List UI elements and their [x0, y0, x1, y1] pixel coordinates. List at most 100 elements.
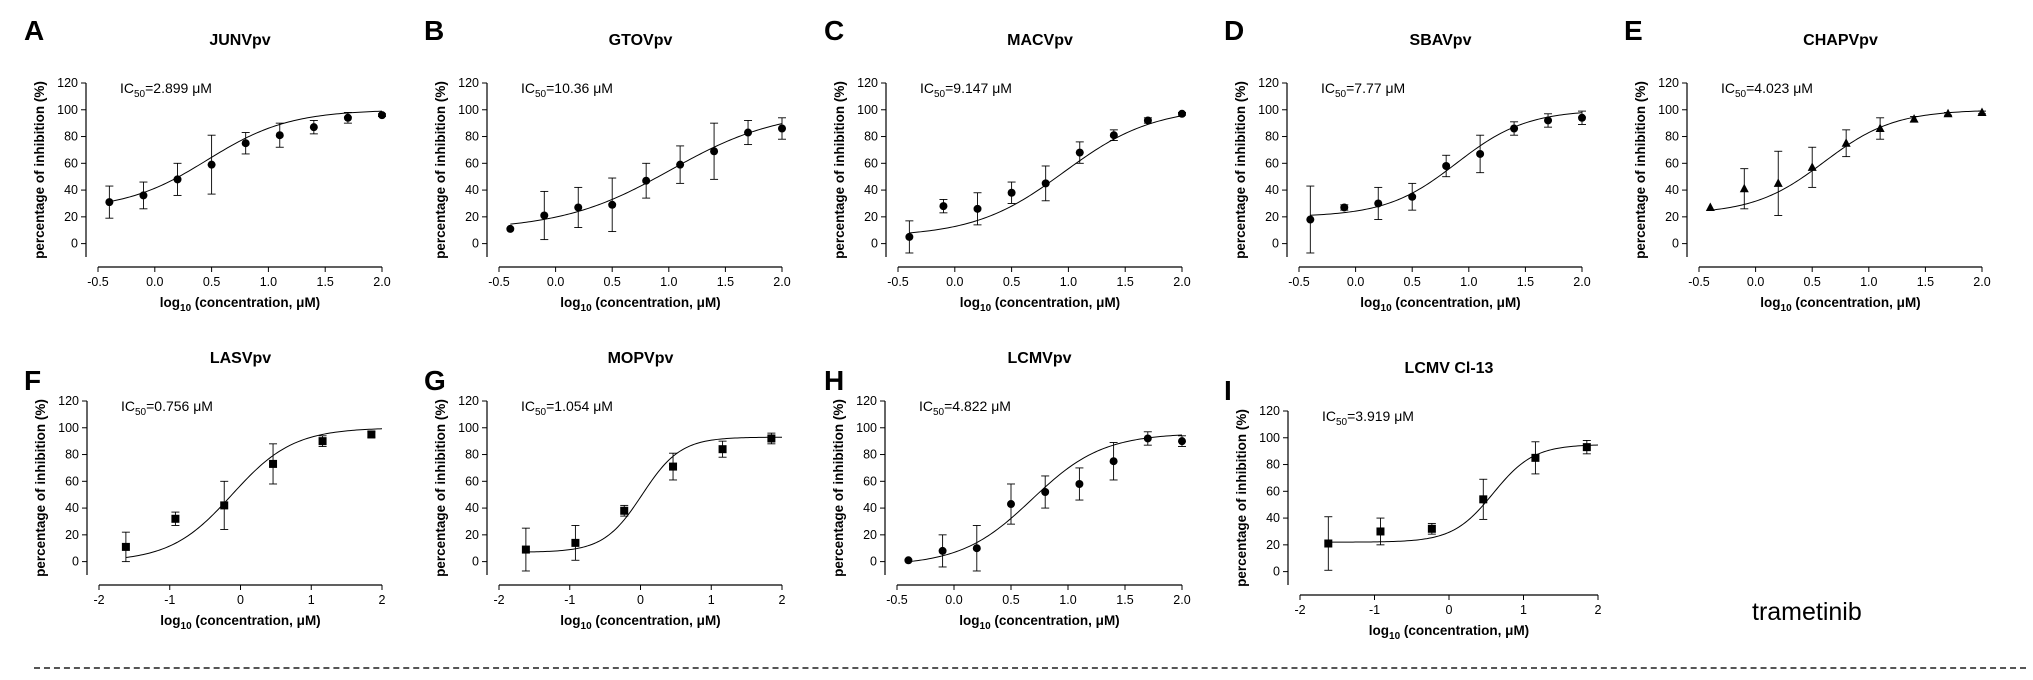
x-tick-label: 0.0 [946, 275, 963, 289]
data-point [241, 139, 250, 148]
x-tick-label: 0.5 [1804, 275, 1821, 289]
y-tick-label: 100 [856, 421, 877, 435]
x-tick-label: 0.0 [1747, 275, 1764, 289]
y-tick-label: 40 [1265, 183, 1279, 197]
x-tick-label: -2 [1294, 603, 1305, 617]
data-point [905, 232, 914, 241]
chart-panel-g: G MOPVpv IC50=1.054 μM 0 20 40 60 80 100 120 -2 -1 0… [400, 350, 800, 665]
data-point [521, 545, 530, 554]
x-tick-label: -2 [93, 593, 104, 607]
y-tick-label: 60 [65, 474, 79, 488]
x-tick-label: 1.5 [1116, 593, 1133, 607]
data-point [1178, 109, 1186, 118]
y-tick-label: 20 [864, 210, 878, 224]
data-point [767, 434, 776, 443]
chart-title: LASVpv [210, 350, 271, 367]
data-point [173, 175, 182, 184]
data-point [1943, 108, 1953, 118]
data-point [269, 459, 278, 468]
chart-panel-a: A JUNVpv IC50=2.899 μM 0 20 40 60 80 100 120 -0.5 0… [0, 0, 400, 315]
x-tick-label: 2 [1595, 603, 1602, 617]
y-tick-label: 120 [57, 76, 78, 90]
y-tick-label: 0 [72, 555, 79, 569]
data-point [1510, 124, 1519, 133]
data-point [1306, 215, 1315, 224]
chart-svg: B GTOVpv IC50=10.36 μM 0 20 40 60 80 100 120 -0.5 0… [424, 15, 791, 314]
data-point [1544, 116, 1553, 125]
x-axis-label: log10 (concentration, μM) [560, 295, 720, 314]
ic50-label: IC50=7.77 μM [1321, 80, 1405, 100]
chart-panel-b: B GTOVpv IC50=10.36 μM 0 20 40 60 80 100 120 -0.5 0… [400, 0, 800, 315]
y-axis-label: percentage of inhibition (%) [1233, 81, 1248, 259]
y-tick-label: 40 [64, 183, 78, 197]
x-axis-label: log10 (concentration, μM) [959, 613, 1119, 632]
data-point [1324, 539, 1333, 548]
y-tick-label: 0 [870, 555, 877, 569]
data-point [506, 224, 515, 233]
x-tick-label: -0.5 [87, 275, 109, 289]
x-tick-label: 2.0 [1973, 275, 1990, 289]
chart-svg: A JUNVpv IC50=2.899 μM 0 20 40 60 80 100 120 -0.5 0… [24, 15, 391, 314]
chart-svg: F LASVpv IC50=0.756 μM 0 20 40 60 80 100 120 -2 -1 0… [24, 350, 386, 632]
data-point [1582, 443, 1591, 452]
data-point [318, 437, 327, 446]
x-axis-label: log10 (concentration, μM) [1369, 623, 1529, 642]
x-tick-label: 1.0 [1060, 275, 1077, 289]
data-point [608, 200, 617, 209]
y-tick-label: 100 [857, 103, 878, 117]
x-tick-label: -0.5 [887, 275, 909, 289]
y-tick-label: 0 [71, 237, 78, 251]
data-point [1376, 527, 1385, 536]
y-tick-label: 80 [864, 130, 878, 144]
y-axis-label: percentage of inhibition (%) [831, 399, 846, 577]
y-tick-label: 120 [1658, 76, 1679, 90]
chart-svg: C MACVpv IC50=9.147 μM 0 20 40 60 80 100 120 -0.5 0… [824, 15, 1191, 314]
x-tick-label: 0.0 [146, 275, 163, 289]
y-tick-label: 120 [856, 394, 877, 408]
x-axis-label: log10 (concentration, μM) [160, 295, 320, 314]
data-point [620, 506, 629, 515]
ic50-label: IC50=10.36 μM [521, 80, 613, 100]
x-tick-label: 2.0 [1173, 275, 1190, 289]
chart-svg: E CHAPVpv IC50=4.023 μM 0 20 40 60 80 100 120 -0.5… [1624, 15, 1991, 314]
y-tick-label: 20 [65, 528, 79, 542]
y-axis-label: percentage of inhibition (%) [832, 81, 847, 259]
y-tick-label: 40 [1665, 183, 1679, 197]
y-tick-label: 80 [1266, 458, 1280, 472]
x-tick-label: 1.5 [717, 275, 734, 289]
y-tick-label: 20 [1266, 538, 1280, 552]
chart-title: LCMV Cl-13 [1405, 360, 1494, 377]
x-tick-label: 2.0 [773, 275, 790, 289]
data-point [1075, 148, 1084, 157]
ic50-label: IC50=4.023 μM [1721, 80, 1813, 100]
data-point [718, 445, 727, 454]
data-point [1109, 457, 1118, 466]
x-tick-label: -0.5 [488, 275, 510, 289]
x-tick-label: 0.0 [547, 275, 564, 289]
data-point [938, 546, 947, 555]
x-axis-label: log10 (concentration, μM) [1760, 295, 1920, 314]
fit-curve [525, 436, 783, 553]
x-tick-label: 0.0 [945, 593, 962, 607]
x-tick-label: 2.0 [1573, 275, 1590, 289]
x-tick-label: -0.5 [886, 593, 908, 607]
drug-label: trametinib [1752, 598, 1862, 626]
y-tick-label: 60 [1266, 484, 1280, 498]
data-point [669, 462, 678, 471]
x-tick-label: 1.0 [660, 275, 677, 289]
y-axis-label: percentage of inhibition (%) [433, 81, 448, 259]
chart-title: LCMVpv [1008, 350, 1072, 367]
panel-letter: C [824, 15, 844, 46]
data-point [710, 147, 719, 156]
y-tick-label: 40 [864, 183, 878, 197]
chart-svg: G MOPVpv IC50=1.054 μM 0 20 40 60 80 100 120 -2 -1 0… [424, 350, 786, 632]
y-tick-label: 40 [465, 183, 479, 197]
data-point [121, 542, 130, 551]
y-tick-label: 80 [65, 448, 79, 462]
data-point [778, 124, 786, 133]
x-tick-label: -1 [564, 593, 575, 607]
data-point [1841, 138, 1851, 147]
x-axis-label: log10 (concentration, μM) [960, 295, 1120, 314]
y-tick-label: 20 [1665, 210, 1679, 224]
y-axis-label: percentage of inhibition (%) [1633, 81, 1648, 259]
